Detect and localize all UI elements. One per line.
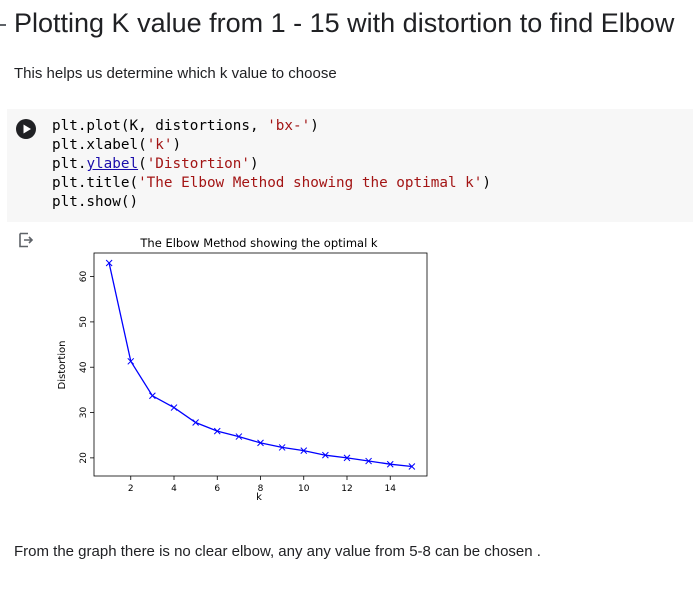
x-axis-label: k [256,492,262,503]
chart-title: The Elbow Method showing the optimal k [139,236,378,250]
code-line-5: plt.show() [52,194,139,210]
x-tick-label: 14 [385,484,397,494]
play-icon [23,124,31,134]
data-point-marker [343,454,351,462]
y-tick-label: 30 [79,407,89,419]
y-tick-label: 60 [79,271,89,283]
code-line-3: plt.ylabel('Distortion') [52,156,259,172]
heading-marker [0,24,6,26]
x-tick-label: 6 [214,484,220,494]
data-point-marker [278,444,286,451]
data-point-marker [192,419,199,426]
code-line-1: plt.plot(K, distortions, 'bx-') [52,118,319,134]
data-point-marker [386,460,394,468]
plot-frame [93,252,428,477]
data-point-marker [257,439,264,447]
ylabel-doc-link[interactable]: ylabel [86,156,139,172]
y-tick-label: 40 [79,361,89,373]
intro-text: This helps us determine which k value to… [14,65,337,82]
data-point-marker [170,404,178,411]
section-heading: Plotting K value from 1 - 15 with distor… [14,8,675,38]
code-line-2: plt.xlabel('k') [52,137,182,153]
x-tick-label: 8 [258,484,264,494]
x-tick-label: 4 [171,484,177,494]
data-point-marker [322,451,329,459]
data-point-marker [127,357,135,365]
data-point-marker [300,447,308,454]
y-tick-label: 20 [79,452,89,464]
data-point-marker [213,427,221,435]
data-point-marker [365,457,372,465]
y-tick-label: 50 [79,316,89,328]
output-arrow-icon[interactable] [18,232,34,248]
data-point-marker [105,259,113,267]
code-line-4: plt.title('The Elbow Method showing the … [52,175,491,191]
code-cell[interactable]: plt.plot(K, distortions, 'bx-') plt.xlab… [7,109,693,222]
x-tick-label: 2 [128,484,134,494]
x-tick-label: 10 [298,484,310,494]
x-tick-label: 12 [341,484,352,494]
data-point-marker [149,392,156,400]
y-axis-label: Distortion [57,341,68,390]
conclusion-text: From the graph there is no clear elbow, … [14,543,541,560]
data-point-marker [235,433,243,440]
data-point-marker [408,463,416,470]
run-cell-button[interactable] [16,119,36,139]
elbow-chart: The Elbow Method showing the optimal k 2… [57,236,428,503]
code-editor[interactable]: plt.plot(K, distortions, 'bx-') plt.xlab… [52,117,491,212]
